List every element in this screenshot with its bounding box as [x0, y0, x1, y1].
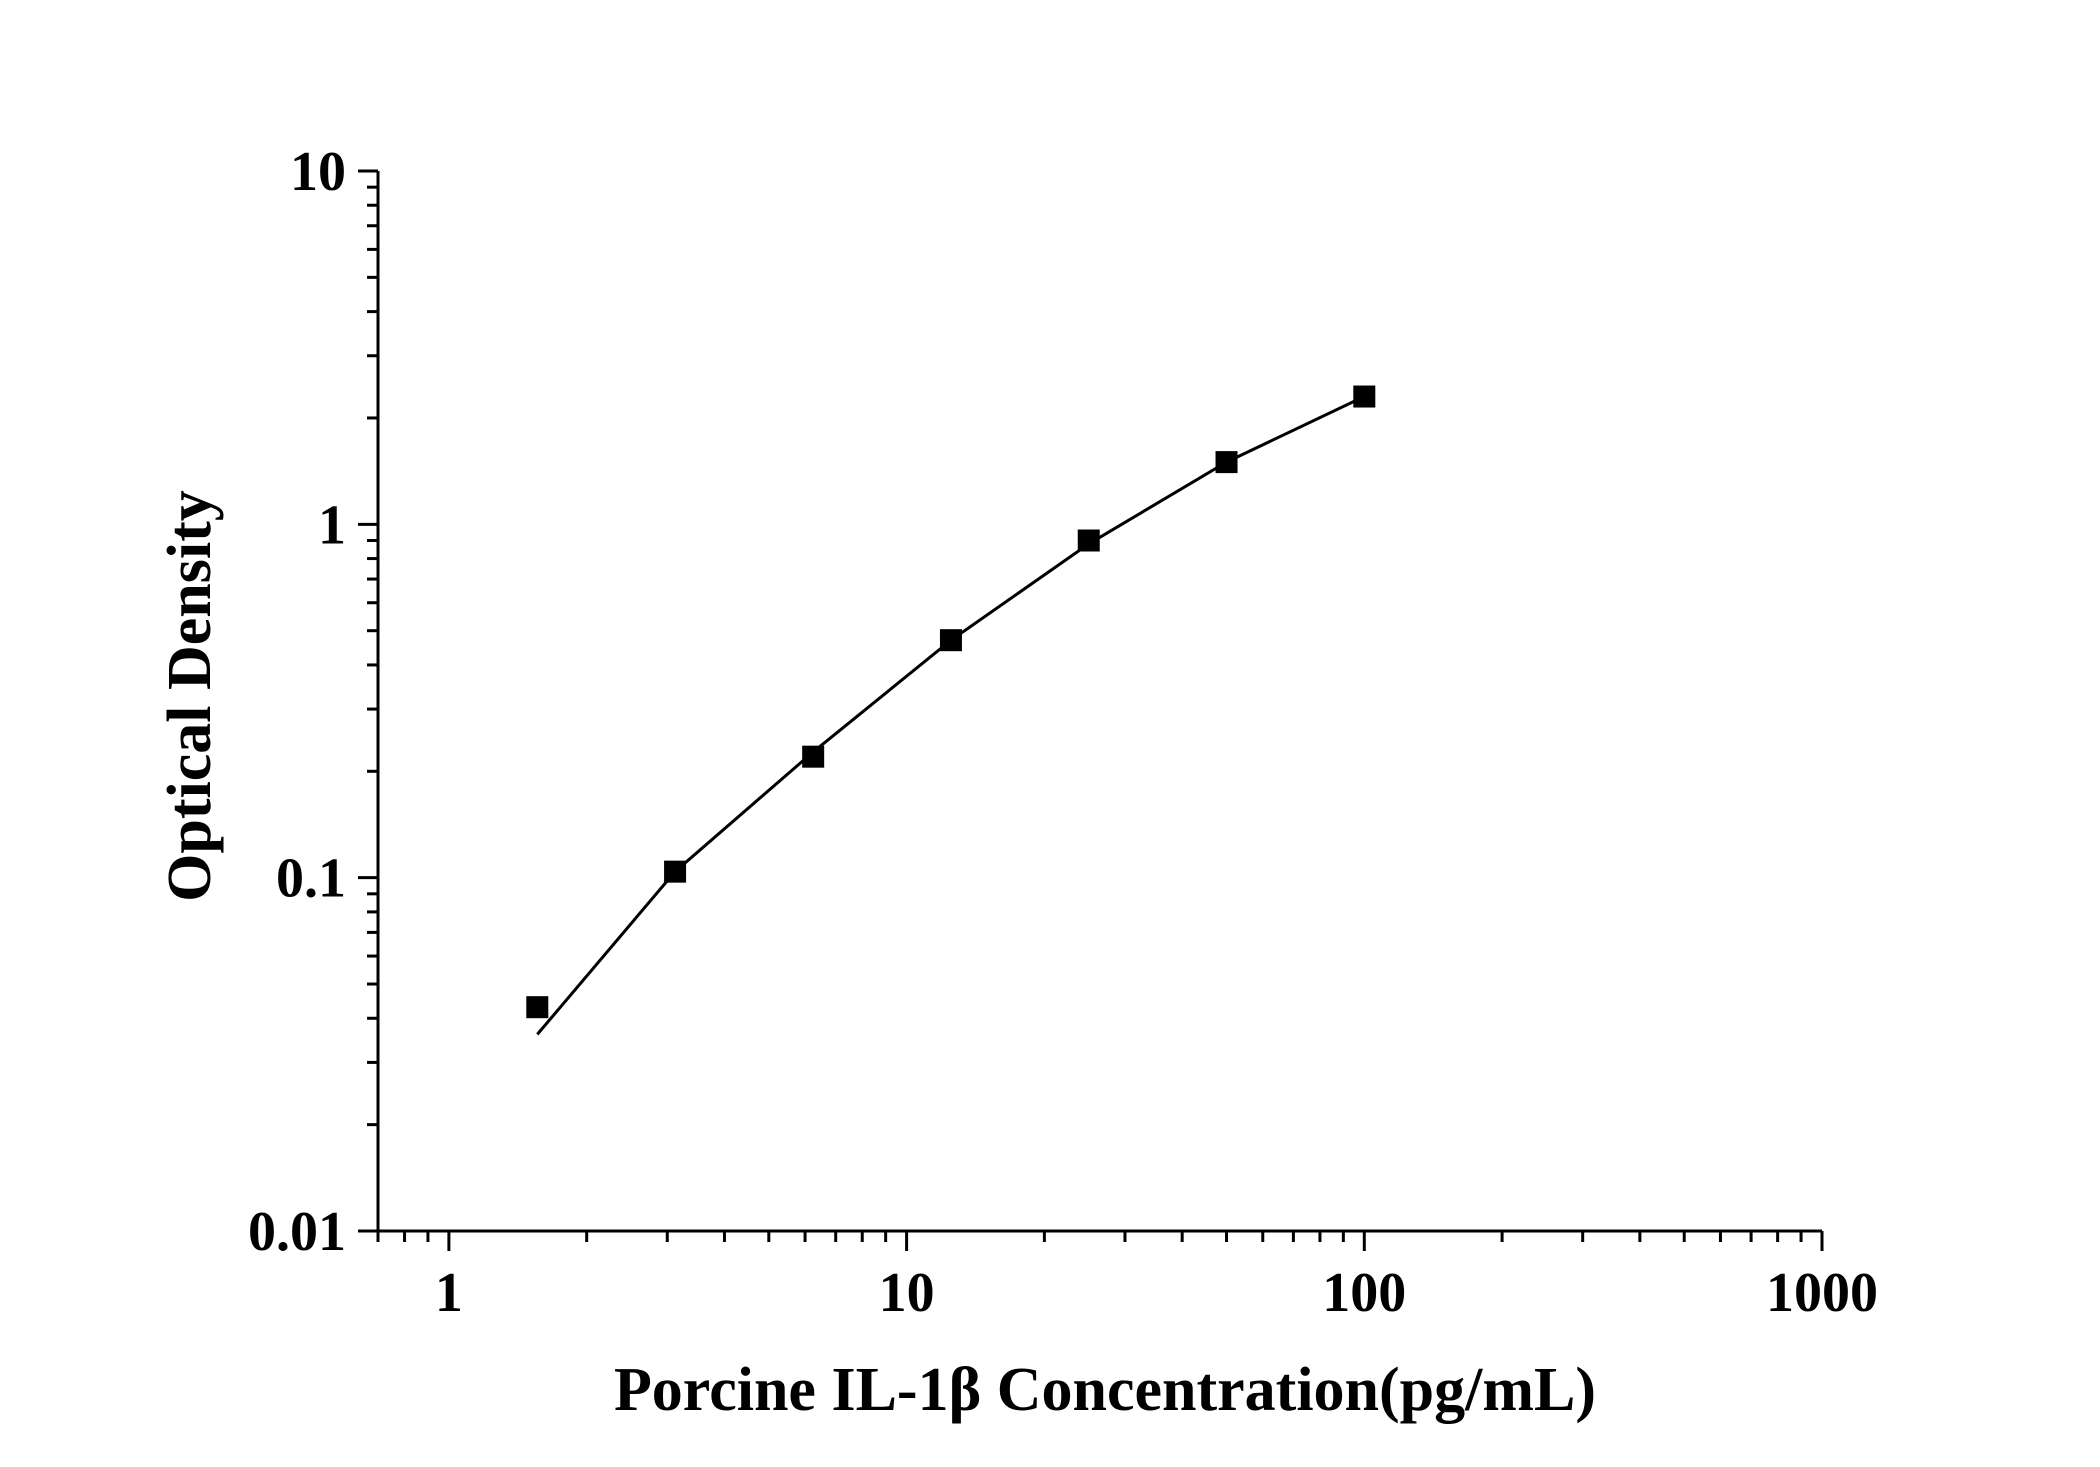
y-axis-ticks — [358, 169, 378, 1233]
data-point — [802, 745, 825, 768]
y-tick-label: 1 — [318, 494, 346, 556]
x-tick-label: 1 — [435, 1262, 463, 1324]
plot-area: 1 10 100 1000 0.01 0.1 1 10 — [248, 141, 1878, 1324]
x-tick-label: 1000 — [1766, 1262, 1878, 1324]
data-point — [664, 860, 687, 883]
y-tick-label: 10 — [290, 141, 346, 203]
fit-curve-line — [536, 395, 1365, 1036]
x-tick-label: 100 — [1322, 1262, 1406, 1324]
data-point — [1353, 385, 1376, 408]
x-axis-ticks — [376, 1231, 1824, 1251]
data-point — [939, 629, 962, 652]
x-axis-tick-labels: 1 10 100 1000 — [435, 1262, 1878, 1324]
y-tick-label: 0.01 — [248, 1201, 346, 1263]
data-point — [526, 996, 549, 1019]
x-tick-label: 10 — [879, 1262, 935, 1324]
y-axis-tick-labels: 0.01 0.1 1 10 — [248, 141, 346, 1263]
data-points — [526, 385, 1376, 1019]
y-axis-title: Optical Density — [156, 490, 224, 902]
y-tick-label: 0.1 — [276, 848, 346, 910]
data-point — [1077, 529, 1100, 552]
data-point — [1215, 451, 1238, 474]
x-axis-title: Porcine IL-1β Concentration(pg/mL) — [614, 1356, 1596, 1424]
